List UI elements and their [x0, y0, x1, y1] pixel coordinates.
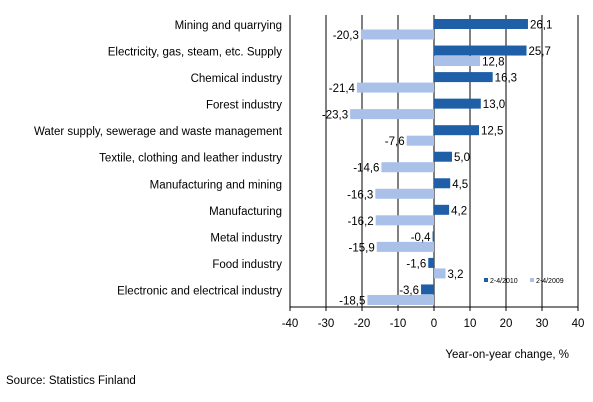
x-axis: -40 -30 -20 -10 0 10 20 30 40 [282, 15, 585, 330]
value-labels: 26,1 -20,3 25,7 12,8 16,3 -21,4 13,0 -23,3 12,5 -… [322, 20, 552, 308]
value-label: 4,5 [452, 179, 468, 191]
value-label: 12,5 [481, 126, 503, 138]
bar [434, 204, 450, 215]
bar [434, 98, 481, 109]
bars [350, 19, 528, 305]
category-label: Electronic and electrical industry [117, 285, 282, 297]
legend-swatch [484, 278, 488, 282]
bar [434, 56, 481, 67]
value-label: -18,5 [339, 295, 365, 307]
value-label: -16,2 [347, 216, 373, 228]
x-tick-label: 0 [431, 318, 437, 330]
category-label: Manufacturing and mining [150, 179, 282, 191]
value-label: -1,6 [406, 258, 426, 270]
x-tick-label: -40 [282, 318, 299, 330]
bar [434, 125, 479, 136]
bar [434, 72, 493, 83]
x-tick-label: -10 [390, 318, 407, 330]
category-label: Chemical industry [191, 73, 283, 85]
value-label: 25,7 [529, 46, 551, 58]
value-label: 4,2 [451, 205, 467, 217]
bar [356, 82, 434, 93]
x-axis-title: Year-on-year change, % [445, 349, 569, 361]
bar [434, 151, 452, 162]
bar [421, 284, 434, 295]
bar [434, 178, 451, 189]
x-tick-label: 30 [536, 318, 549, 330]
category-label: Metal industry [210, 232, 282, 244]
bar [375, 188, 434, 199]
legend-swatch [530, 278, 534, 282]
category-label: Electricity, gas, steam, etc. Supply [108, 47, 283, 59]
bar [434, 45, 527, 56]
value-label: -14,6 [353, 163, 379, 175]
value-label: 26,1 [530, 20, 552, 32]
category-label: Manufacturing [209, 206, 282, 218]
legend-label: 2-4/2009 [536, 278, 564, 285]
x-tick-label: 20 [500, 318, 513, 330]
value-label: -16,3 [347, 189, 373, 201]
x-tick-label: -30 [318, 318, 335, 330]
bar [376, 241, 434, 252]
value-label: -21,4 [329, 83, 356, 95]
value-label: -15,9 [349, 242, 375, 254]
value-label: 13,0 [483, 99, 505, 111]
bar [434, 268, 446, 279]
value-label: 5,0 [454, 152, 470, 164]
bar [367, 294, 434, 305]
value-label: -20,3 [333, 30, 359, 42]
category-label: Water supply, sewerage and waste managem… [34, 126, 283, 138]
x-tick-label: 10 [464, 318, 477, 330]
value-label: -23,3 [322, 110, 348, 122]
category-label: Mining and quarrying [175, 20, 282, 32]
value-label: 16,3 [495, 73, 517, 85]
bar [432, 231, 434, 242]
category-label: Food industry [212, 259, 282, 271]
legend: 2-4/2010 2-4/2009 [484, 278, 564, 285]
value-label: -7,6 [385, 136, 405, 148]
value-label: 12,8 [482, 57, 504, 69]
bar [406, 135, 434, 146]
bar [428, 257, 434, 268]
source-note: Source: Statistics Finland [6, 375, 136, 387]
value-label: -0,4 [411, 232, 431, 244]
bar [434, 19, 528, 29]
bar [350, 109, 434, 120]
x-tick-label: 40 [572, 318, 585, 330]
legend-label: 2-4/2010 [490, 278, 518, 285]
category-labels: Mining and quarrying Electricity, gas, st… [34, 20, 283, 297]
value-label: 3,2 [448, 269, 464, 281]
bar [360, 29, 434, 40]
bar [375, 215, 434, 226]
bar [381, 162, 434, 173]
x-tick-label: -20 [354, 318, 371, 330]
value-label: -3,6 [399, 285, 419, 297]
category-label: Forest industry [206, 100, 282, 112]
category-label: Textile, clothing and leather industry [99, 153, 282, 165]
